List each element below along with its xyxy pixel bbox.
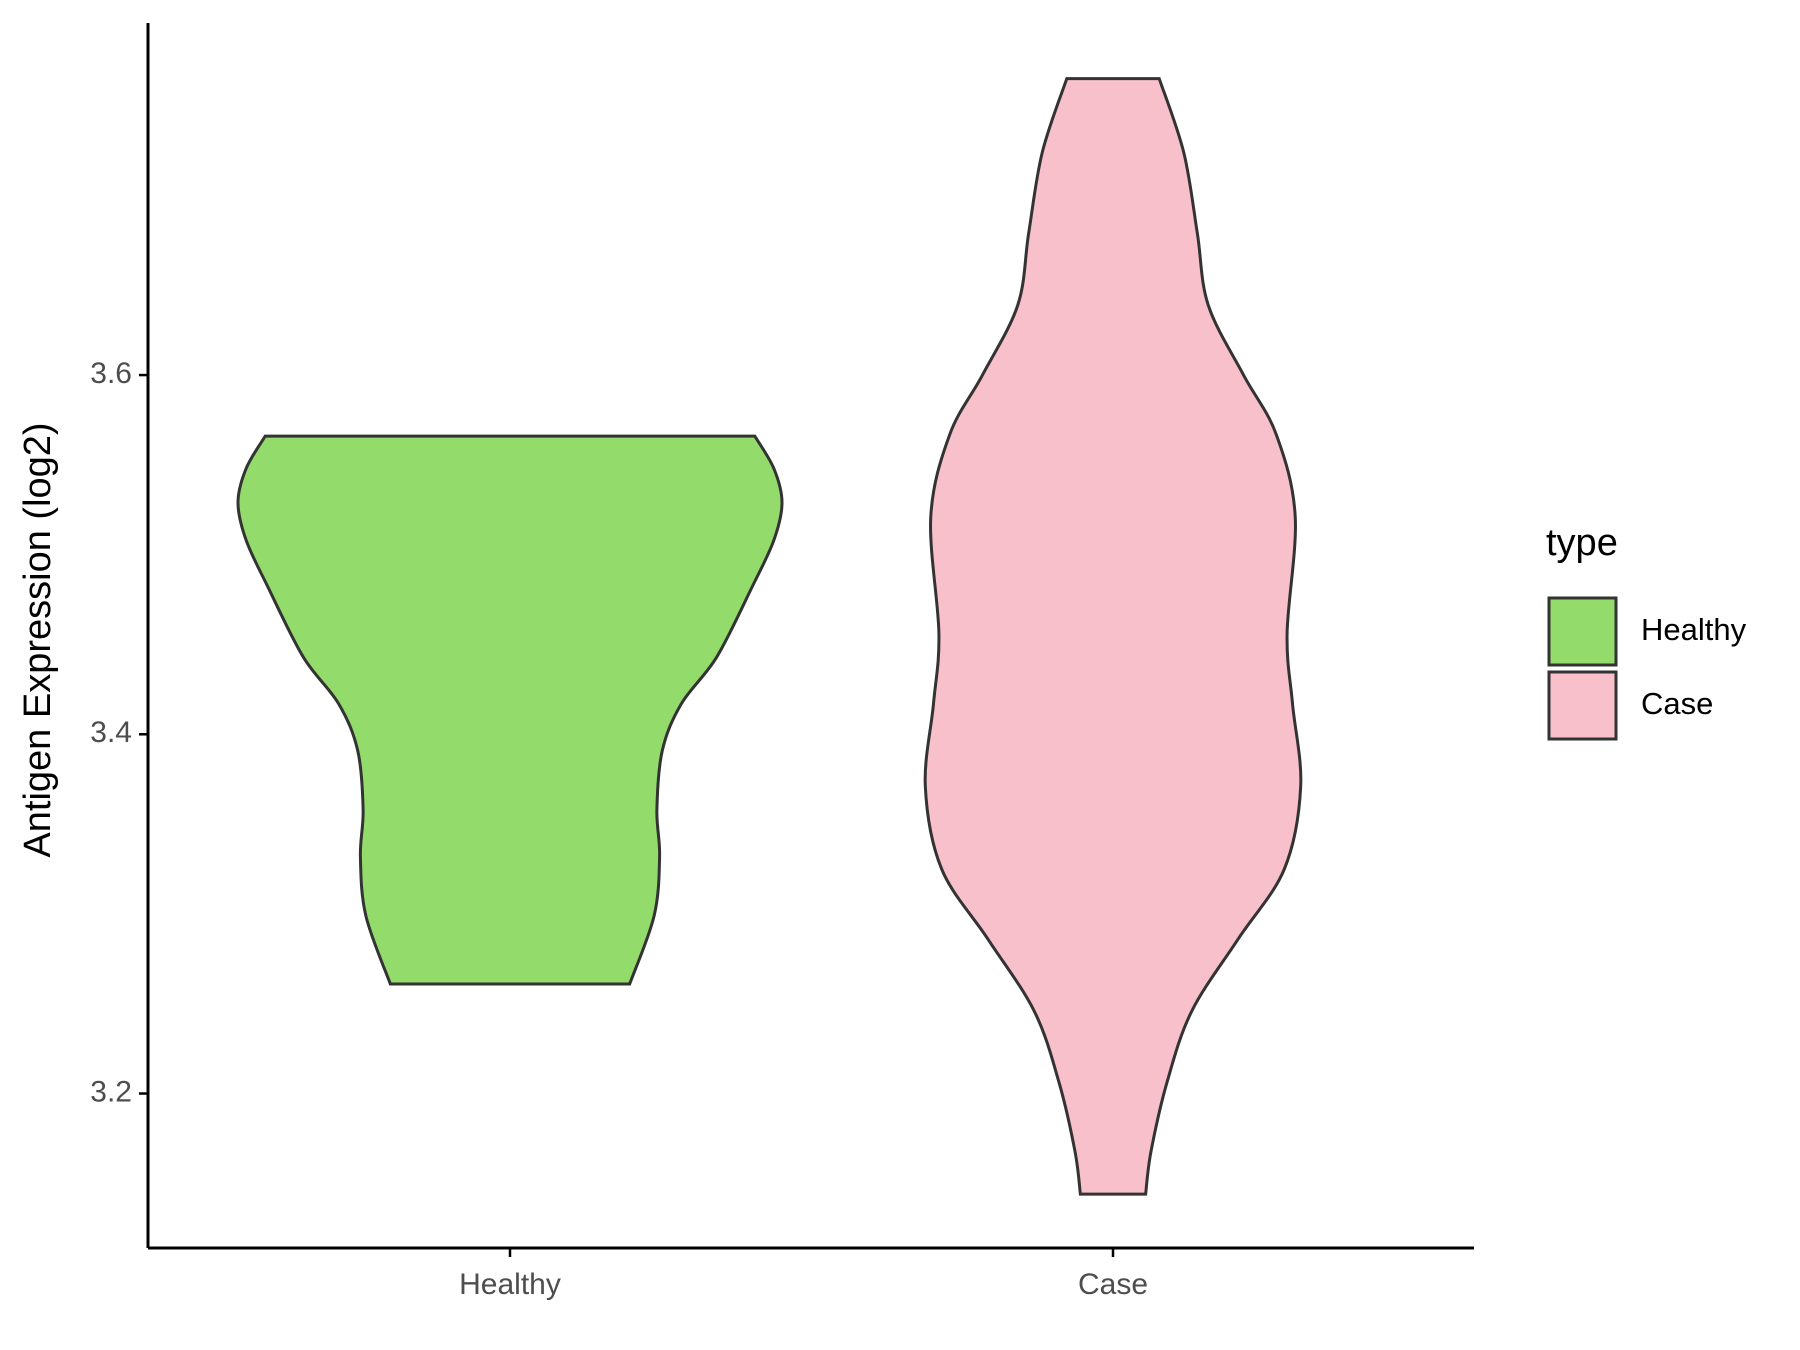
violin	[923, 77, 1303, 1196]
y-axis-title: Antigen Expression (log2)	[17, 422, 59, 857]
legend-label: Healthy	[1641, 612, 1747, 647]
legend-key	[1547, 596, 1618, 667]
x-tick-label: Case	[1078, 1268, 1148, 1301]
legend-label: Case	[1641, 686, 1713, 721]
legend-key	[1547, 670, 1618, 741]
y-tick-label: 3.6	[90, 357, 132, 390]
legend-title: type	[1546, 522, 1618, 564]
x-tick-label: Healthy	[459, 1268, 561, 1301]
violin	[236, 434, 784, 986]
y-tick-label: 3.2	[90, 1075, 132, 1108]
y-tick-label: 3.4	[90, 716, 132, 749]
